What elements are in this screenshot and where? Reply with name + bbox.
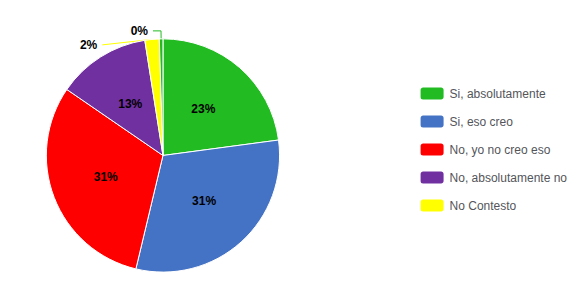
svg-text:23%: 23%	[191, 102, 215, 116]
svg-text:Si, absolutamente: Si, absolutamente	[450, 87, 546, 101]
svg-text:Si, eso creo: Si, eso creo	[450, 115, 514, 129]
svg-text:2%: 2%	[80, 38, 98, 52]
svg-text:31%: 31%	[192, 194, 216, 208]
svg-text:0%: 0%	[131, 24, 149, 38]
svg-text:No Contesto: No Contesto	[450, 199, 517, 213]
svg-text:No, yo no creo eso: No, yo no creo eso	[450, 143, 551, 157]
svg-text:No, absolutamente no: No, absolutamente no	[450, 171, 568, 185]
svg-text:31%: 31%	[94, 170, 118, 184]
svg-text:13%: 13%	[118, 97, 142, 111]
